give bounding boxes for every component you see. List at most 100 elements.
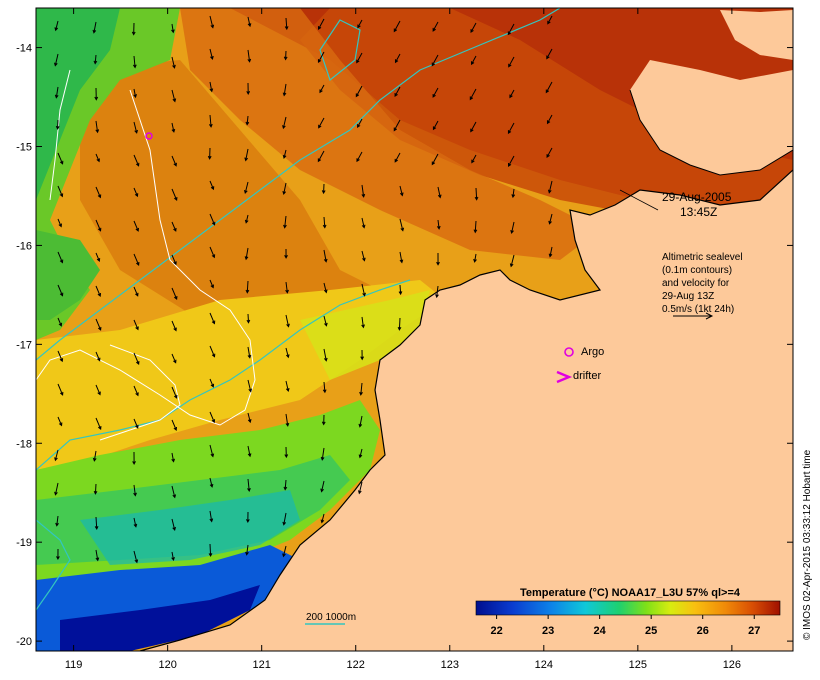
velocity-arrow (133, 220, 139, 232)
velocity-arrow (322, 381, 327, 394)
velocity-arrow (356, 52, 363, 64)
velocity-arrow (437, 186, 442, 199)
y-tick-label: -18 (16, 438, 32, 450)
velocity-arrow (285, 281, 289, 294)
velocity-arrow (171, 287, 178, 301)
velocity-arrow (470, 22, 477, 34)
velocity-arrow (509, 89, 515, 99)
velocity-arrow (282, 116, 287, 130)
velocity-arrow (133, 187, 139, 198)
scale-arrow-head (705, 312, 714, 320)
velocity-arrow (92, 21, 97, 34)
velocity-arrow (247, 49, 252, 63)
velocity-arrow (95, 318, 102, 331)
velocity-arrow (285, 413, 290, 427)
velocity-arrow (54, 482, 59, 496)
velocity-arrow (57, 383, 64, 396)
velocity-arrow (209, 477, 214, 488)
velocity-arrow (246, 82, 251, 95)
velocity-arrow (209, 510, 214, 523)
velocity-arrow (209, 180, 215, 191)
velocity-arrow (171, 254, 177, 266)
velocity-arrow (285, 314, 290, 328)
velocity-arrow (247, 379, 253, 393)
velocity-arrow (245, 280, 250, 294)
velocity-arrow (56, 548, 60, 561)
velocity-arrow (284, 17, 289, 31)
velocity-arrow (282, 149, 287, 159)
velocity-arrow (95, 549, 100, 562)
velocity-arrow (54, 449, 59, 462)
velocity-arrow (207, 147, 212, 160)
colorbar-tick-label: 25 (645, 625, 657, 637)
x-tick-label: 123 (441, 659, 459, 671)
y-tick-label: -14 (16, 43, 32, 55)
colorbar-tick-label: 24 (594, 625, 607, 637)
velocity-arrow (394, 86, 401, 97)
altimetry-note-line: Altimetric sealevel (662, 252, 743, 263)
velocity-arrow (243, 181, 249, 195)
velocity-arrow (471, 55, 477, 66)
velocity-arrow (399, 185, 404, 197)
velocity-arrow (94, 516, 99, 530)
velocity-arrow (509, 254, 515, 268)
velocity-arrow (171, 89, 177, 103)
velocity-arrow (132, 55, 137, 69)
velocity-arrow (133, 517, 138, 528)
velocity-arrow (245, 115, 250, 126)
velocity-arrow (393, 20, 401, 33)
velocity-arrow (436, 252, 440, 266)
velocity-arrow (209, 444, 215, 458)
velocity-arrow (470, 121, 477, 133)
velocity-arrow (133, 352, 140, 366)
velocity-arrow (319, 84, 325, 94)
velocity-arrow (431, 153, 439, 166)
altimetry-note: Altimetric sealevel (0.1m contours) and … (662, 252, 743, 320)
velocity-arrow (361, 283, 366, 297)
velocity-arrow (95, 219, 102, 232)
velocity-arrow (361, 217, 366, 229)
velocity-arrow (317, 18, 325, 31)
velocity-arrow (394, 53, 401, 64)
velocity-arrow (95, 153, 100, 163)
x-tick-label: 121 (253, 659, 271, 671)
velocity-arrow (247, 16, 252, 28)
velocity-arrow (323, 348, 328, 362)
argo-legend-icon (564, 347, 574, 357)
velocity-arrow (510, 221, 515, 234)
velocity-arrow (171, 155, 177, 167)
velocity-arrow (435, 285, 439, 299)
colorbar-ticks: 22 23 24 25 26 27 (490, 615, 760, 637)
velocity-arrow (95, 351, 101, 362)
velocity-arrow (357, 118, 363, 129)
velocity-arrow (209, 345, 216, 358)
velocity-arrow (171, 386, 178, 399)
velocity-arrow (283, 479, 288, 491)
velocity-arrow (171, 188, 178, 201)
velocity-arrow (247, 412, 252, 424)
land-mass (140, 10, 793, 651)
velocity-arrow (209, 15, 215, 29)
velocity-arrow (511, 188, 516, 199)
velocity-arrow (57, 218, 62, 228)
velocity-arrow (473, 220, 478, 234)
velocity-arrow (360, 349, 365, 361)
velocity-arrow (133, 154, 140, 167)
velocity-arrow (358, 415, 363, 428)
velocity-arrow (469, 88, 477, 101)
velocity-arrow (95, 285, 102, 298)
velocity-arrow (355, 85, 363, 98)
velocity-arrow (54, 20, 59, 32)
velocity-arrow (246, 313, 251, 324)
depth-legend-label: 200 1000m (306, 612, 356, 623)
colorbar-scale (475, 600, 781, 616)
velocity-arrow (133, 550, 139, 564)
velocity-arrow (131, 22, 136, 36)
velocity-arrow (282, 83, 287, 97)
credit: © IMOS 02-Apr-2015 03:33:12 Hobart time (802, 449, 813, 640)
colorbar-tick-label: 22 (490, 625, 502, 637)
velocity-arrow (283, 215, 287, 229)
velocity-arrow (283, 50, 288, 61)
velocity-arrow (95, 120, 100, 134)
